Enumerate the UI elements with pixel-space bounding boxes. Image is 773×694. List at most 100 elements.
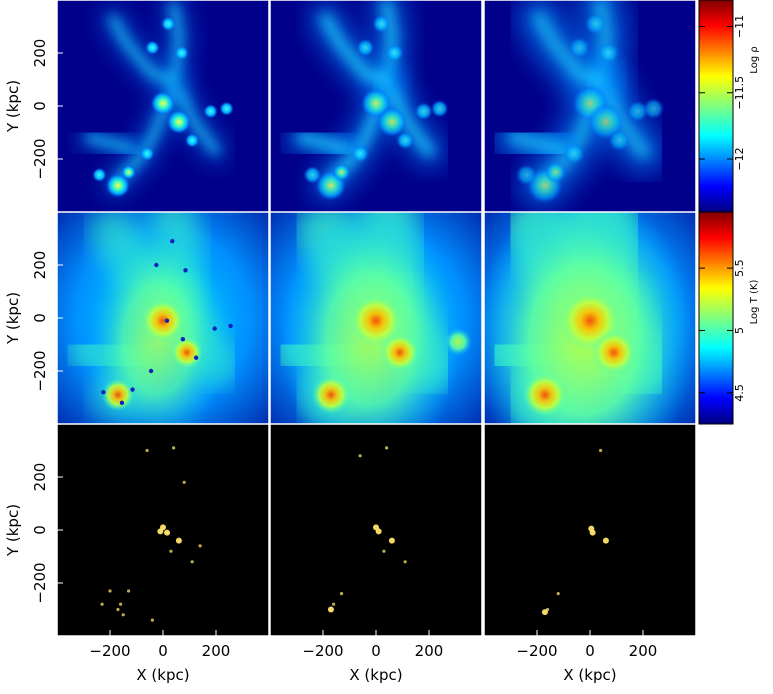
density-knot-8	[219, 101, 234, 116]
cold-clump-11	[183, 268, 188, 273]
filament-core-2	[175, 86, 220, 155]
density-knot-11	[385, 44, 404, 62]
density-knot-4	[332, 163, 351, 181]
hot-spot-3	[591, 330, 637, 375]
density-knot-12	[568, 37, 590, 59]
density-knot-8	[430, 99, 449, 118]
density-knot-5	[608, 129, 630, 151]
hot-spot-1	[141, 298, 185, 343]
hot-spot-2	[101, 378, 134, 411]
bright-point-8	[172, 446, 176, 450]
panel-density-1	[57, 0, 269, 212]
cold-clump-4	[130, 387, 135, 392]
x-tick-label: 0	[371, 642, 381, 660]
y-tick-label: 200	[31, 251, 49, 280]
cold-clump-5	[193, 355, 199, 360]
colorbar-tick-label: −11.5	[733, 76, 746, 110]
density-knot-6	[372, 15, 391, 33]
density-knot-9	[303, 166, 322, 184]
bright-point-6	[599, 448, 603, 453]
y-axis-label: Y (kpc)	[4, 292, 22, 345]
filament-core-4	[508, 130, 566, 157]
filament-core-4	[85, 134, 135, 152]
bright-point-7	[121, 613, 125, 617]
bright-point-5	[332, 602, 336, 606]
panel-density-2	[270, 0, 482, 212]
cold-clump-1	[164, 318, 170, 323]
hot-spot-1	[349, 294, 403, 348]
density-knot-11	[174, 46, 189, 60]
y-axis-label: Y (kpc)	[4, 504, 22, 557]
colorbar-1	[698, 0, 734, 213]
colorbar-tick-label: −11	[733, 15, 746, 38]
panel-temperature-1	[57, 212, 269, 424]
cold-clump-3	[119, 400, 125, 405]
cold-clump-7	[212, 326, 217, 331]
bright-point-12	[190, 560, 194, 564]
y-tick-label: −200	[31, 138, 49, 179]
bright-point-10	[126, 589, 131, 593]
density-knot-12	[145, 40, 160, 55]
y-tick-label: 0	[31, 525, 49, 535]
bright-point-4	[541, 609, 548, 616]
density-knot-12	[356, 38, 375, 57]
density-knot-6	[161, 16, 176, 31]
density-knot-10	[563, 143, 585, 165]
colorbar-label: Log ρ	[749, 46, 760, 73]
bright-point-10	[403, 560, 407, 564]
bright-point-7	[358, 454, 362, 458]
density-knot-7	[203, 104, 218, 119]
y-tick-label: 0	[31, 101, 49, 111]
bright-point-3	[602, 537, 609, 544]
density-knot-5	[185, 133, 200, 148]
filament-core-3	[532, 10, 606, 88]
panel-sparse-bright-points-2	[270, 424, 482, 636]
panel-grid	[57, 0, 696, 636]
panel-sparse-bright-points-3	[484, 424, 696, 636]
hot-spot-3	[380, 333, 420, 372]
x-tick-label: 200	[629, 642, 658, 660]
density-knot-2	[166, 109, 191, 134]
x-tick-label: 0	[158, 642, 168, 660]
density-knot-6	[584, 13, 606, 35]
bright-point-9	[339, 592, 344, 596]
colorbar-label: Log T (K)	[749, 280, 760, 325]
cold-clump-6	[170, 238, 175, 244]
bright-point-6	[119, 602, 123, 606]
panel-temperature-3	[484, 212, 696, 424]
cold-clump-2	[180, 337, 186, 342]
x-axis-label: X (kpc)	[136, 666, 189, 684]
filament-core-3	[109, 15, 175, 83]
x-tick-label: −200	[89, 642, 130, 660]
filament-core-2	[598, 82, 651, 159]
bright-point-11	[169, 549, 173, 553]
colorbar-tick-label: 4.5	[733, 384, 746, 402]
bright-point-4	[175, 537, 182, 544]
density-knot-1	[151, 91, 175, 116]
density-knot-10	[351, 144, 369, 163]
hot-spot-2	[311, 375, 351, 415]
density-knot-10	[140, 146, 155, 161]
colorbars: −11 −11.5 −12 Log ρ 5.5 5 4.5 Log T (K)	[698, 0, 760, 425]
density-knot-9	[515, 164, 537, 186]
bright-point-4	[327, 606, 334, 613]
bright-point-5	[546, 607, 550, 612]
bright-point-13	[108, 589, 112, 593]
bright-point-5	[116, 607, 120, 612]
axes: −200 0 200 Y (kpc) −200 0 200 Y (kpc) −200 0 200 Y …	[4, 39, 657, 684]
density-knot-4	[121, 165, 136, 180]
y-tick-label: 200	[31, 463, 49, 492]
density-knot-2	[376, 106, 407, 137]
y-tick-label: 0	[31, 313, 49, 323]
bright-point-18	[166, 531, 170, 535]
colorbar-tick-label: 5	[733, 327, 746, 334]
density-knot-9	[92, 167, 107, 182]
filament-core-2	[386, 84, 435, 157]
bright-point-2	[375, 528, 382, 535]
y-tick-label: 200	[31, 39, 49, 68]
hot-spot-2	[522, 372, 568, 418]
colorbar-tick-label: −12	[733, 147, 746, 170]
panel-temperature-2	[270, 212, 482, 424]
bright-point-2	[589, 529, 596, 536]
